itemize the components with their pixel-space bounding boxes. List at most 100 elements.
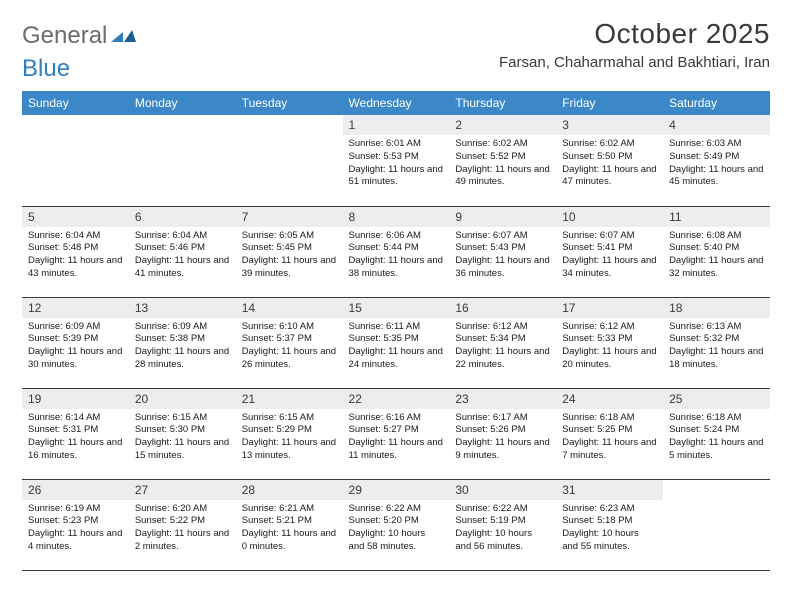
calendar-week-row: 19Sunrise: 6:14 AMSunset: 5:31 PMDayligh… xyxy=(22,388,770,479)
day-number: 11 xyxy=(663,207,770,227)
calendar-day-cell: 22Sunrise: 6:16 AMSunset: 5:27 PMDayligh… xyxy=(343,388,450,479)
day-details: Sunrise: 6:17 AMSunset: 5:26 PMDaylight:… xyxy=(449,409,556,467)
month-title: October 2025 xyxy=(499,18,770,50)
day-details: Sunrise: 6:07 AMSunset: 5:41 PMDaylight:… xyxy=(556,227,663,285)
calendar-day-cell: 28Sunrise: 6:21 AMSunset: 5:21 PMDayligh… xyxy=(236,479,343,570)
day-number: 4 xyxy=(663,115,770,135)
location: Farsan, Chaharmahal and Bakhtiari, Iran xyxy=(499,54,770,71)
calendar-day-cell: 31Sunrise: 6:23 AMSunset: 5:18 PMDayligh… xyxy=(556,479,663,570)
day-details: Sunrise: 6:16 AMSunset: 5:27 PMDaylight:… xyxy=(343,409,450,467)
day-number: 19 xyxy=(22,389,129,409)
calendar-day-cell: 18Sunrise: 6:13 AMSunset: 5:32 PMDayligh… xyxy=(663,297,770,388)
calendar-day-cell: .. xyxy=(129,115,236,206)
calendar-day-cell: 10Sunrise: 6:07 AMSunset: 5:41 PMDayligh… xyxy=(556,206,663,297)
weekday-header: Sunday xyxy=(22,91,129,115)
calendar-week-row: 5Sunrise: 6:04 AMSunset: 5:48 PMDaylight… xyxy=(22,206,770,297)
logo-text-part1: General xyxy=(22,22,107,50)
day-details: Sunrise: 6:07 AMSunset: 5:43 PMDaylight:… xyxy=(449,227,556,285)
calendar-day-cell: 24Sunrise: 6:18 AMSunset: 5:25 PMDayligh… xyxy=(556,388,663,479)
day-details: Sunrise: 6:05 AMSunset: 5:45 PMDaylight:… xyxy=(236,227,343,285)
calendar-day-cell: 21Sunrise: 6:15 AMSunset: 5:29 PMDayligh… xyxy=(236,388,343,479)
day-details: Sunrise: 6:18 AMSunset: 5:25 PMDaylight:… xyxy=(556,409,663,467)
day-number: 20 xyxy=(129,389,236,409)
day-details: Sunrise: 6:22 AMSunset: 5:19 PMDaylight:… xyxy=(449,500,556,558)
day-number: 7 xyxy=(236,207,343,227)
day-details: Sunrise: 6:09 AMSunset: 5:39 PMDaylight:… xyxy=(22,318,129,376)
day-details: Sunrise: 6:12 AMSunset: 5:33 PMDaylight:… xyxy=(556,318,663,376)
calendar-day-cell: 3Sunrise: 6:02 AMSunset: 5:50 PMDaylight… xyxy=(556,115,663,206)
day-number: 12 xyxy=(22,298,129,318)
day-number: 1 xyxy=(343,115,450,135)
weekday-header: Monday xyxy=(129,91,236,115)
calendar-day-cell: 15Sunrise: 6:11 AMSunset: 5:35 PMDayligh… xyxy=(343,297,450,388)
calendar-day-cell: 30Sunrise: 6:22 AMSunset: 5:19 PMDayligh… xyxy=(449,479,556,570)
day-details: Sunrise: 6:06 AMSunset: 5:44 PMDaylight:… xyxy=(343,227,450,285)
calendar-day-cell: 23Sunrise: 6:17 AMSunset: 5:26 PMDayligh… xyxy=(449,388,556,479)
calendar-day-cell: .. xyxy=(663,479,770,570)
calendar-day-cell: 29Sunrise: 6:22 AMSunset: 5:20 PMDayligh… xyxy=(343,479,450,570)
day-details: Sunrise: 6:04 AMSunset: 5:48 PMDaylight:… xyxy=(22,227,129,285)
day-number: 6 xyxy=(129,207,236,227)
calendar-day-cell: 1Sunrise: 6:01 AMSunset: 5:53 PMDaylight… xyxy=(343,115,450,206)
day-number: 17 xyxy=(556,298,663,318)
day-number: 23 xyxy=(449,389,556,409)
calendar-day-cell: 17Sunrise: 6:12 AMSunset: 5:33 PMDayligh… xyxy=(556,297,663,388)
calendar-day-cell: 19Sunrise: 6:14 AMSunset: 5:31 PMDayligh… xyxy=(22,388,129,479)
calendar-day-cell: 5Sunrise: 6:04 AMSunset: 5:48 PMDaylight… xyxy=(22,206,129,297)
day-details: Sunrise: 6:15 AMSunset: 5:30 PMDaylight:… xyxy=(129,409,236,467)
calendar-day-cell: .. xyxy=(236,115,343,206)
day-details: Sunrise: 6:11 AMSunset: 5:35 PMDaylight:… xyxy=(343,318,450,376)
day-details: Sunrise: 6:13 AMSunset: 5:32 PMDaylight:… xyxy=(663,318,770,376)
calendar-day-cell: 8Sunrise: 6:06 AMSunset: 5:44 PMDaylight… xyxy=(343,206,450,297)
day-number: 29 xyxy=(343,480,450,500)
logo: General xyxy=(22,22,137,50)
weekday-header: Friday xyxy=(556,91,663,115)
calendar-day-cell: 20Sunrise: 6:15 AMSunset: 5:30 PMDayligh… xyxy=(129,388,236,479)
calendar-day-cell: 7Sunrise: 6:05 AMSunset: 5:45 PMDaylight… xyxy=(236,206,343,297)
day-details: Sunrise: 6:03 AMSunset: 5:49 PMDaylight:… xyxy=(663,135,770,193)
day-number: 9 xyxy=(449,207,556,227)
calendar-day-cell: 13Sunrise: 6:09 AMSunset: 5:38 PMDayligh… xyxy=(129,297,236,388)
calendar-week-row: 12Sunrise: 6:09 AMSunset: 5:39 PMDayligh… xyxy=(22,297,770,388)
day-number: 24 xyxy=(556,389,663,409)
day-number: 30 xyxy=(449,480,556,500)
calendar-day-cell: 2Sunrise: 6:02 AMSunset: 5:52 PMDaylight… xyxy=(449,115,556,206)
day-details: Sunrise: 6:23 AMSunset: 5:18 PMDaylight:… xyxy=(556,500,663,558)
day-number: 16 xyxy=(449,298,556,318)
logo-text-part2: Blue xyxy=(22,55,70,83)
day-number: 5 xyxy=(22,207,129,227)
weekday-header-row: Sunday Monday Tuesday Wednesday Thursday… xyxy=(22,91,770,115)
day-details: Sunrise: 6:14 AMSunset: 5:31 PMDaylight:… xyxy=(22,409,129,467)
day-details: Sunrise: 6:01 AMSunset: 5:53 PMDaylight:… xyxy=(343,135,450,193)
day-details: Sunrise: 6:18 AMSunset: 5:24 PMDaylight:… xyxy=(663,409,770,467)
calendar-day-cell: 11Sunrise: 6:08 AMSunset: 5:40 PMDayligh… xyxy=(663,206,770,297)
day-number: 10 xyxy=(556,207,663,227)
day-number: 13 xyxy=(129,298,236,318)
day-number: 28 xyxy=(236,480,343,500)
title-block: October 2025 Farsan, Chaharmahal and Bak… xyxy=(499,18,770,71)
day-details: Sunrise: 6:19 AMSunset: 5:23 PMDaylight:… xyxy=(22,500,129,558)
day-details: Sunrise: 6:20 AMSunset: 5:22 PMDaylight:… xyxy=(129,500,236,558)
day-details: Sunrise: 6:09 AMSunset: 5:38 PMDaylight:… xyxy=(129,318,236,376)
calendar-day-cell: 4Sunrise: 6:03 AMSunset: 5:49 PMDaylight… xyxy=(663,115,770,206)
weekday-header: Thursday xyxy=(449,91,556,115)
day-details: Sunrise: 6:21 AMSunset: 5:21 PMDaylight:… xyxy=(236,500,343,558)
calendar-day-cell: .. xyxy=(22,115,129,206)
weekday-header: Wednesday xyxy=(343,91,450,115)
calendar-day-cell: 14Sunrise: 6:10 AMSunset: 5:37 PMDayligh… xyxy=(236,297,343,388)
calendar-day-cell: 12Sunrise: 6:09 AMSunset: 5:39 PMDayligh… xyxy=(22,297,129,388)
calendar-day-cell: 27Sunrise: 6:20 AMSunset: 5:22 PMDayligh… xyxy=(129,479,236,570)
day-number: 15 xyxy=(343,298,450,318)
calendar-day-cell: 9Sunrise: 6:07 AMSunset: 5:43 PMDaylight… xyxy=(449,206,556,297)
day-details: Sunrise: 6:02 AMSunset: 5:52 PMDaylight:… xyxy=(449,135,556,193)
logo-icon xyxy=(111,26,137,46)
day-details: Sunrise: 6:15 AMSunset: 5:29 PMDaylight:… xyxy=(236,409,343,467)
weekday-header: Tuesday xyxy=(236,91,343,115)
day-number: 21 xyxy=(236,389,343,409)
day-details: Sunrise: 6:12 AMSunset: 5:34 PMDaylight:… xyxy=(449,318,556,376)
calendar-week-row: 26Sunrise: 6:19 AMSunset: 5:23 PMDayligh… xyxy=(22,479,770,570)
day-number: 2 xyxy=(449,115,556,135)
calendar-day-cell: 6Sunrise: 6:04 AMSunset: 5:46 PMDaylight… xyxy=(129,206,236,297)
weekday-header: Saturday xyxy=(663,91,770,115)
day-details: Sunrise: 6:10 AMSunset: 5:37 PMDaylight:… xyxy=(236,318,343,376)
